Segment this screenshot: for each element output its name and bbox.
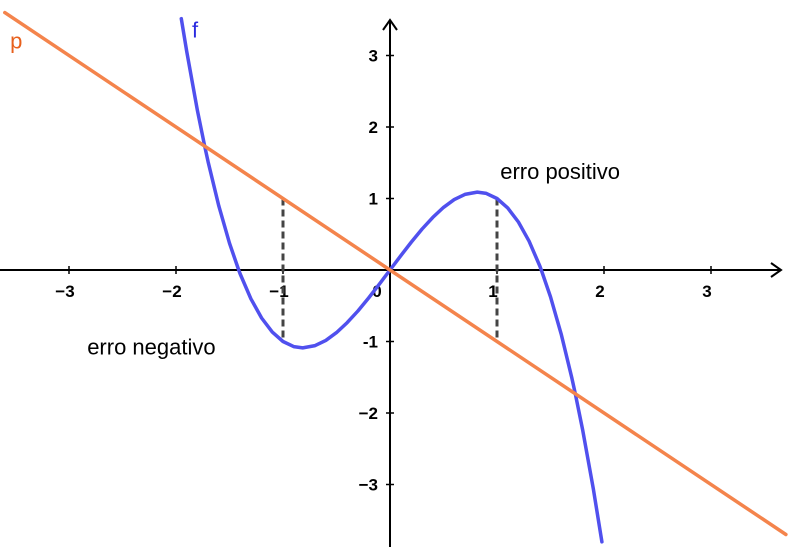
- x-tick-label: 0: [372, 282, 381, 301]
- y-tick-label: -1: [363, 333, 378, 352]
- annotation-label: erro positivo: [500, 159, 620, 184]
- curve-label-p: p: [10, 28, 22, 53]
- x-tick-label: 3: [702, 282, 711, 301]
- x-axis-arrow: [770, 262, 783, 278]
- y-tick-label: −2: [359, 404, 378, 423]
- axes: −3 −2 −1 0 1 2 3 3 2 1 -1 −2 −3: [0, 18, 783, 547]
- x-tick-label: −2: [162, 282, 181, 301]
- x-tick-label: −1: [269, 282, 288, 301]
- x-tick-label: 1: [488, 282, 497, 301]
- y-tick-label: −3: [359, 476, 378, 495]
- curve-label-f: f: [192, 18, 199, 43]
- labels: erro positivo erro negativo f p: [10, 18, 620, 360]
- x-tick-label: 2: [595, 282, 604, 301]
- series-line-f: [179, 16, 604, 544]
- y-tick-label: 3: [369, 47, 378, 66]
- x-tick-label: −3: [55, 282, 74, 301]
- annotation-label: erro negativo: [87, 334, 215, 359]
- y-tick-label: 1: [369, 190, 378, 209]
- error-segments: [281, 198, 499, 342]
- y-axis-arrow: [382, 18, 398, 31]
- y-tick-label: 2: [369, 118, 378, 137]
- series-lines: [3, 10, 788, 544]
- series-line-p: [3, 10, 788, 537]
